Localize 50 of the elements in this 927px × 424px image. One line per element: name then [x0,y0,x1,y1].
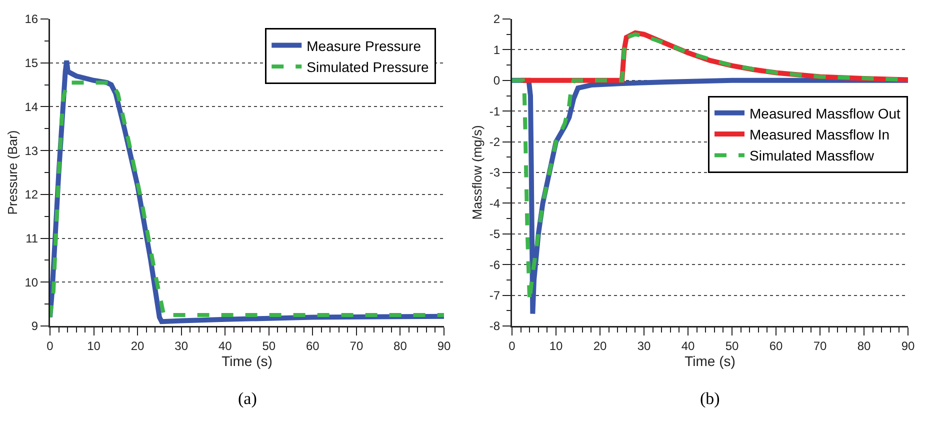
x-tick-label: 80 [394,338,408,353]
text: (a) [238,389,257,408]
y-tick-label: 13 [24,144,38,158]
y-tick-label: 1 [493,42,500,57]
x-tick-label: 60 [306,338,320,353]
x-tick-label: 70 [813,338,827,353]
legend-label: Measure Pressure [306,38,422,54]
legend-label: Simulated Massflow [750,148,875,164]
legend-label: Measured Massflow Out [750,105,901,122]
x-tick-label: 10 [87,338,101,353]
x-tick-label: 70 [350,338,364,353]
y-tick-label: 11 [26,231,38,246]
legend-label: Measured Massflow In [750,126,890,143]
y-tick-label: 0 [493,74,500,88]
x-tick-label: 10 [549,338,563,353]
y-tick-label: 15 [24,56,38,70]
legend-label: Simulated Pressure [306,58,429,75]
y-tick-label: -7 [489,288,500,302]
y-tick-label: 9 [31,319,38,334]
y-tick-label: 14 [24,100,38,114]
text: (b) [700,389,720,408]
y-tick-label: -1 [489,104,500,118]
x-tick-label: 40 [218,338,232,353]
x-tick-label: 90 [437,338,451,353]
y-tick-label: -6 [489,258,500,272]
x-axis-title: Time (s) [684,352,736,369]
y-tick-label: 16 [24,12,38,26]
y-tick-label: 2 [493,12,500,26]
y-tick-label: 10 [24,275,38,290]
y-axis-title: Pressure (Bar) [4,130,20,215]
x-tick-label: 90 [901,338,915,353]
x-tick-label: 30 [637,338,651,353]
y-axis-title: Massflow (mg/s) [470,125,485,220]
x-tick-label: 30 [174,338,188,353]
y-tick-label: -3 [489,166,500,180]
x-tick-label: 80 [857,338,871,353]
y-tick-label: 12 [24,188,38,202]
x-tick-label: 60 [769,338,783,353]
x-tick-label: 40 [681,338,695,353]
x-tick-label: 20 [593,338,607,353]
x-tick-label: 50 [262,338,276,353]
y-tick-label: -5 [489,227,500,242]
x-tick-label: 0 [46,338,54,353]
y-tick-label: -2 [489,135,500,149]
x-axis-title: Time (s) [222,352,272,369]
x-tick-label: 50 [725,338,739,353]
x-tick-label: 0 [508,338,516,353]
x-tick-label: 20 [130,338,145,353]
y-tick-label: -8 [489,319,500,334]
y-tick-label: -4 [489,196,500,210]
